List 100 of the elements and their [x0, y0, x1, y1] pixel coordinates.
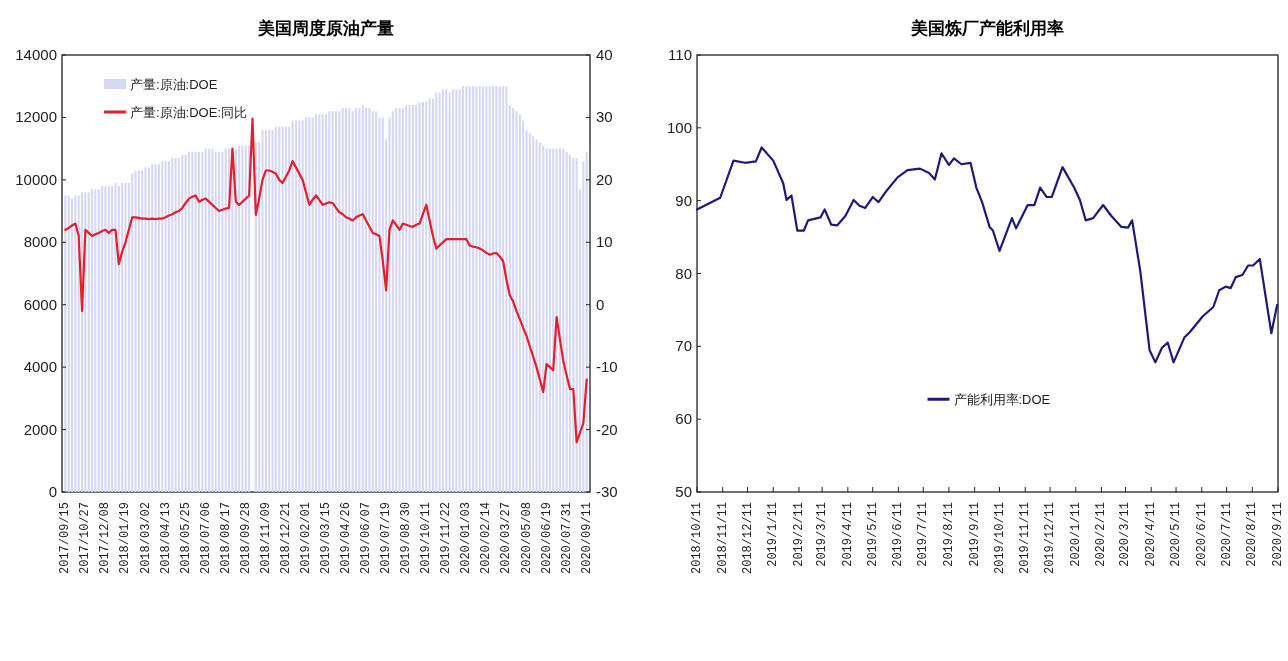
x-tick-label: 2019/3/11 — [815, 502, 830, 567]
bar — [301, 120, 304, 492]
bar — [224, 148, 227, 492]
x-tick-label: 2020/07/31 — [559, 502, 574, 575]
x-tick-label: 2020/9/11 — [1271, 502, 1285, 567]
bar — [67, 195, 70, 492]
x-tick-label: 2020/8/11 — [1245, 502, 1260, 567]
x-tick-label: 2020/6/11 — [1194, 502, 1209, 567]
bar — [311, 117, 314, 492]
y-tick-label: 12000 — [15, 108, 57, 126]
bar — [171, 158, 174, 492]
x-tick-label: 2020/5/11 — [1169, 502, 1184, 567]
x-tick-label: 2018/11/11 — [715, 502, 730, 575]
bar — [64, 195, 67, 492]
x-tick-label: 2019/07/19 — [379, 502, 394, 575]
bar — [411, 104, 414, 492]
bar — [341, 108, 344, 492]
y-tick-label: 10000 — [15, 170, 57, 188]
bar — [318, 114, 321, 492]
bar — [201, 151, 204, 492]
bar — [512, 108, 515, 492]
bar — [94, 189, 97, 492]
bar — [154, 164, 157, 492]
bar — [197, 151, 201, 492]
y-tick-label: 2000 — [23, 420, 57, 438]
y2-tick-label: -10 — [596, 358, 618, 376]
legend-label: 产量:原油:DOE:同比 — [130, 105, 248, 120]
x-tick-label: 2019/2/11 — [791, 502, 806, 567]
bar — [408, 104, 411, 492]
x-tick-label: 2020/2/11 — [1094, 502, 1109, 567]
bar — [485, 86, 488, 492]
bar — [365, 108, 368, 492]
legend-label: 产能利用率:DOE — [953, 392, 1051, 408]
bar — [582, 161, 585, 492]
x-tick-label: 2019/06/07 — [359, 502, 374, 575]
legend-label: 产量:原油:DOE — [130, 77, 218, 92]
y-tick-label: 110 — [668, 46, 692, 63]
bar — [375, 111, 378, 492]
bar — [91, 189, 94, 492]
x-tick-label: 2018/01/19 — [118, 502, 133, 575]
bar — [121, 182, 124, 492]
bar — [565, 151, 568, 492]
bar — [555, 148, 558, 492]
x-tick-label: 2018/10/11 — [690, 502, 704, 575]
y2-tick-label: 40 — [596, 46, 613, 63]
bar — [111, 186, 114, 492]
bar — [174, 158, 177, 492]
bar — [104, 186, 107, 492]
y-tick-label: 50 — [675, 483, 692, 500]
y-tick-label: 8000 — [23, 233, 57, 251]
y-tick-label: 60 — [675, 410, 692, 428]
bar — [221, 151, 224, 492]
bar — [288, 126, 291, 492]
x-tick-label: 2018/09/28 — [238, 502, 253, 575]
bar — [455, 89, 458, 492]
bar — [298, 120, 301, 492]
bar — [515, 111, 518, 492]
x-tick-label: 2020/7/11 — [1219, 502, 1234, 567]
bar — [331, 111, 334, 492]
bar — [361, 104, 364, 492]
x-tick-label: 2019/8/11 — [941, 502, 956, 567]
bar — [398, 108, 401, 492]
bar — [107, 186, 110, 492]
bar — [324, 114, 328, 492]
x-tick-label: 2020/09/11 — [579, 502, 594, 575]
x-tick-label: 2019/11/22 — [439, 502, 454, 575]
x-tick-label: 2017/12/08 — [98, 502, 113, 575]
x-tick-label: 2019/02/01 — [298, 502, 313, 575]
bar — [418, 101, 421, 492]
y-tick-label: 80 — [675, 264, 692, 282]
bar — [97, 189, 100, 492]
bar — [528, 133, 531, 492]
bar — [141, 170, 144, 492]
y2-tick-label: 20 — [596, 170, 613, 188]
x-tick-label: 2018/05/25 — [178, 502, 193, 575]
bar — [448, 92, 451, 492]
bar — [187, 151, 191, 492]
y2-tick-label: -20 — [596, 420, 618, 438]
bar — [498, 86, 501, 492]
bar — [415, 104, 418, 492]
chart-title: 美国炼厂产能利用率 — [910, 19, 1064, 38]
bar — [542, 145, 545, 492]
x-tick-label: 2020/06/19 — [539, 502, 554, 575]
x-tick-label: 2020/03/27 — [499, 502, 514, 575]
bar — [421, 101, 424, 492]
bar — [278, 126, 281, 492]
x-tick-label: 2018/03/02 — [138, 502, 153, 575]
bar — [70, 198, 74, 492]
x-tick-label: 2019/5/11 — [865, 502, 880, 567]
x-tick-label: 2019/1/11 — [766, 502, 781, 567]
bar — [475, 86, 478, 492]
x-tick-label: 2018/12/21 — [278, 502, 293, 575]
bar — [191, 151, 194, 492]
x-tick-label: 2017/10/27 — [78, 502, 93, 575]
bar — [562, 148, 565, 492]
bar — [151, 164, 154, 492]
bar — [321, 114, 324, 492]
bar — [518, 114, 521, 492]
bar — [532, 136, 535, 492]
bar — [328, 111, 331, 492]
